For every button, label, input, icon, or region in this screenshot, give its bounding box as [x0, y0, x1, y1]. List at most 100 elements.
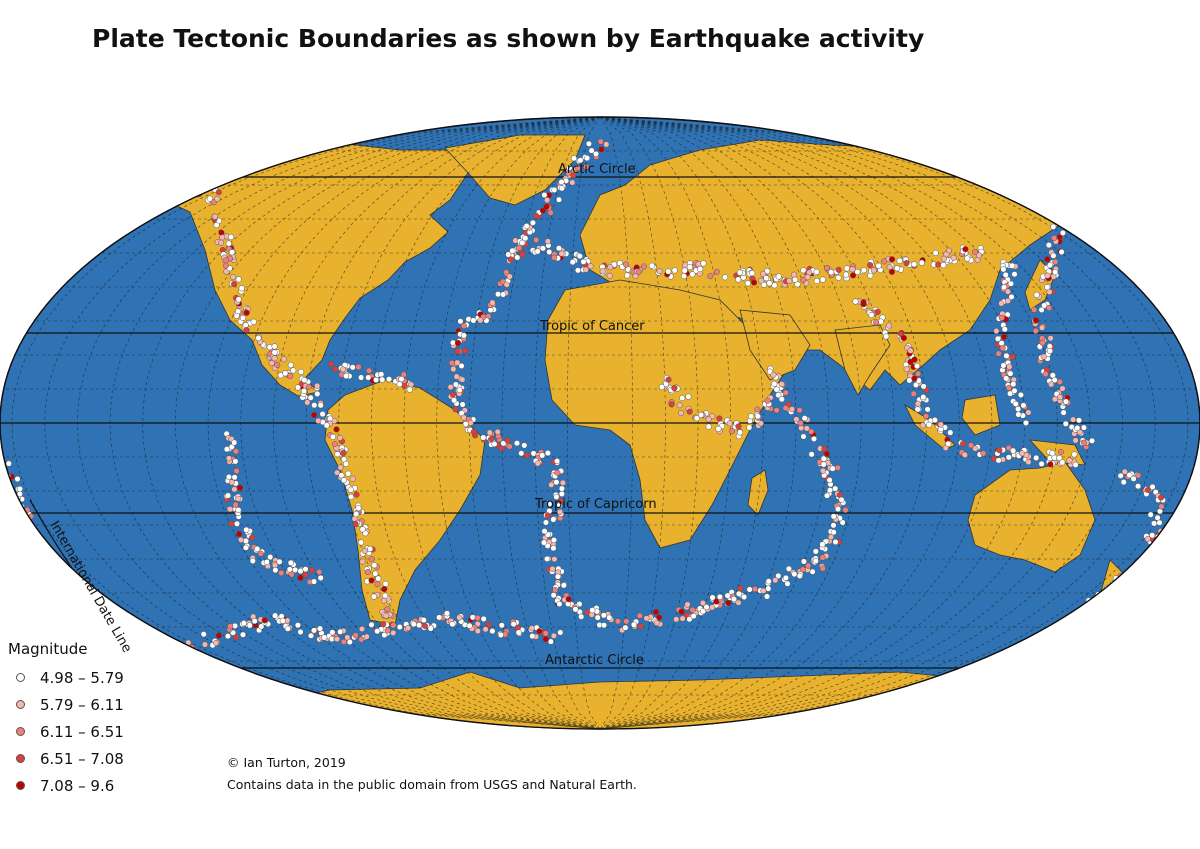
earthquake-point: [533, 236, 540, 243]
earthquake-point: [378, 371, 385, 378]
earthquake-point: [271, 349, 278, 356]
earthquake-point: [919, 422, 926, 429]
earthquake-point: [570, 172, 577, 179]
earthquake-point: [235, 506, 242, 514]
earthquake-point: [467, 419, 474, 426]
earthquake-point: [513, 440, 521, 447]
earthquake-point: [679, 615, 686, 622]
earthquake-point: [121, 211, 128, 218]
earthquake-point: [614, 618, 621, 625]
earthquake-point: [199, 185, 206, 192]
earthquake-point: [449, 339, 457, 346]
earthquake-point: [1066, 457, 1073, 464]
landmass-arabia: [739, 309, 811, 381]
earthquake-point: [539, 245, 547, 252]
earthquake-point: [518, 450, 525, 457]
earthquake-point: [349, 475, 356, 482]
earthquake-point: [1050, 205, 1057, 212]
earthquake-point: [345, 470, 352, 477]
earthquake-point: [1114, 583, 1121, 590]
earthquake-point: [920, 383, 927, 390]
earthquake-point: [765, 578, 772, 585]
earthquake-point: [222, 257, 229, 264]
earthquake-point: [248, 534, 255, 541]
earthquake-point: [366, 367, 373, 374]
earthquake-point: [1032, 327, 1039, 334]
earthquake-point: [668, 401, 675, 408]
earthquake-point: [144, 205, 151, 212]
earthquake-point: [396, 381, 403, 388]
earthquake-point: [374, 581, 381, 588]
earthquake-point: [227, 233, 235, 241]
earthquake-point: [760, 270, 767, 277]
earthquake-point: [1074, 616, 1081, 623]
earthquake-point: [1052, 269, 1059, 276]
earthquake-point: [405, 624, 412, 632]
earthquake-point: [643, 615, 650, 622]
earthquake-point: [606, 614, 613, 621]
earthquake-point: [587, 263, 594, 270]
earthquake-point: [800, 433, 807, 440]
earthquake-point: [529, 219, 536, 226]
earthquake-point: [915, 370, 922, 377]
earthquake-point: [715, 425, 722, 432]
earthquake-point: [238, 285, 245, 292]
earthquake-point: [782, 389, 789, 396]
earthquake-point: [744, 280, 751, 287]
earthquake-point: [903, 366, 910, 373]
earthquake-point: [813, 268, 820, 275]
earthquake-point: [903, 260, 910, 267]
earthquake-point: [282, 370, 289, 377]
earthquake-point: [368, 621, 375, 628]
earthquake-point: [671, 267, 678, 274]
earthquake-point: [116, 211, 123, 218]
earthquake-point: [1111, 588, 1118, 595]
earthquake-point: [447, 384, 454, 391]
earthquake-point: [832, 485, 839, 492]
legend-label: 6.11 – 6.51: [40, 722, 124, 741]
earthquake-point: [500, 291, 507, 298]
earthquake-point: [1046, 206, 1053, 213]
earthquake-point: [793, 416, 800, 423]
earthquake-point: [188, 180, 195, 188]
earthquake-point: [813, 277, 820, 285]
earthquake-point: [115, 209, 123, 217]
earthquake-point: [304, 399, 311, 406]
earthquake-point: [1004, 297, 1011, 304]
earthquake-point: [489, 628, 496, 635]
earthquake-point: [829, 465, 836, 472]
earthquake-point: [398, 376, 405, 383]
earthquake-point: [1052, 642, 1059, 649]
earthquake-point: [458, 362, 465, 369]
earthquake-point: [961, 451, 968, 458]
earthquake-point: [1117, 472, 1124, 479]
earthquake-point: [1049, 206, 1056, 213]
earthquake-point: [1038, 324, 1046, 331]
earthquake-point: [235, 276, 242, 283]
earthquake-point: [232, 448, 240, 455]
earthquake-point: [485, 621, 493, 628]
earthquake-point: [272, 567, 279, 574]
earthquake-point: [550, 592, 557, 599]
earthquake-point: [709, 594, 716, 601]
earthquake-point: [534, 248, 541, 255]
earthquake-point: [1088, 437, 1096, 444]
earthquake-point: [100, 220, 107, 227]
credit: © Ian Turton, 2019 Contains data in the …: [227, 752, 637, 796]
tropic-of-capricorn-label: Tropic of Capricorn: [534, 497, 657, 512]
earthquake-point: [1060, 409, 1067, 416]
earthquake-point: [1067, 630, 1074, 638]
earthquake-point: [883, 333, 890, 340]
earthquake-point: [834, 505, 842, 513]
earthquake-point: [896, 257, 903, 264]
earthquake-point: [1056, 454, 1063, 462]
earthquake-point: [11, 499, 19, 506]
earthquake-point: [1059, 385, 1066, 392]
earthquake-point: [201, 181, 208, 188]
earthquake-point: [754, 406, 761, 413]
earthquake-point: [225, 473, 232, 481]
earthquake-point: [572, 606, 579, 613]
earthquake-point: [480, 615, 487, 622]
earthquake-point: [156, 204, 163, 211]
earthquake-point: [314, 390, 321, 397]
